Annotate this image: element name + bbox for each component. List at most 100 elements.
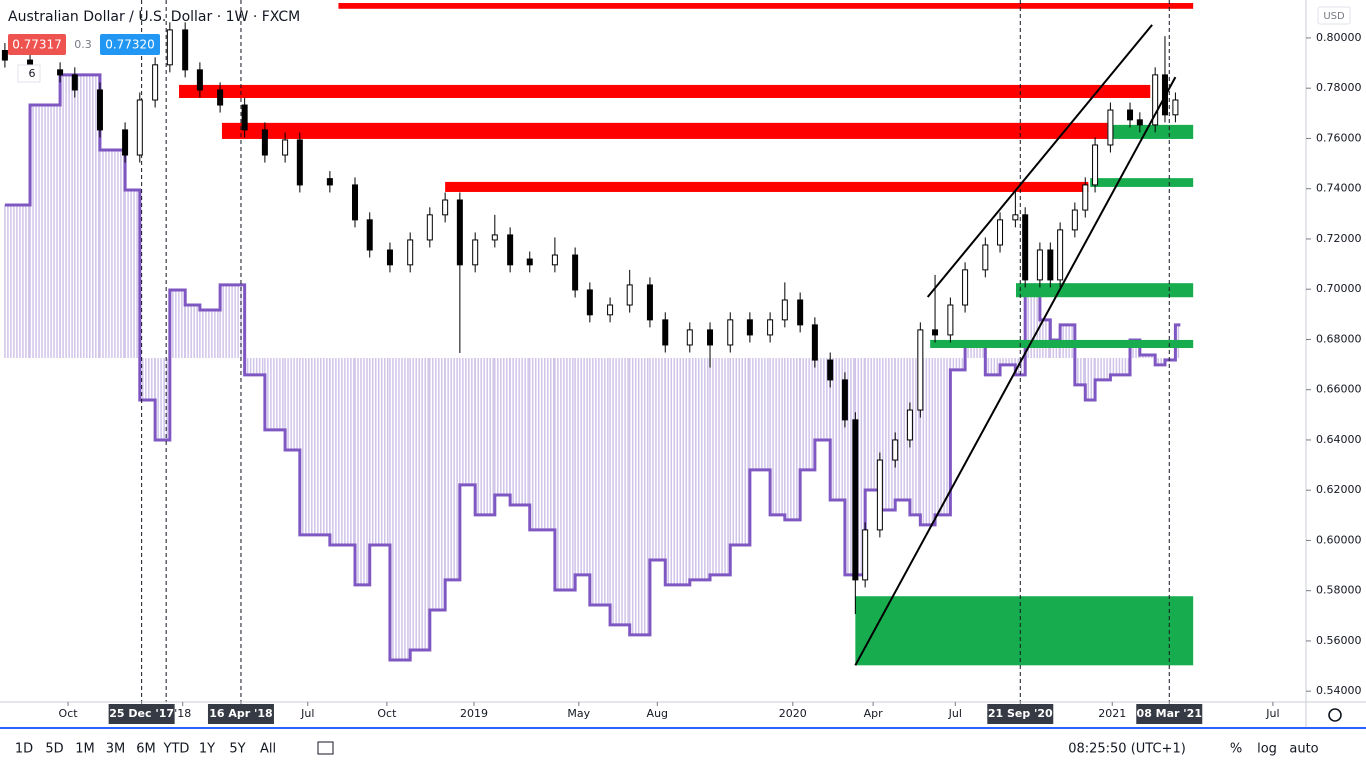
candle-body <box>96 89 103 131</box>
indicator-count: 6 <box>29 67 36 80</box>
candle-body <box>1082 184 1089 211</box>
candle-body <box>841 379 848 421</box>
candle-body <box>746 319 753 336</box>
candle-body <box>586 289 593 316</box>
x-tick-label: 08 Mar '21 <box>1137 707 1202 720</box>
x-tick-label: '18 <box>174 707 191 720</box>
candle-body <box>366 219 373 251</box>
candle-body <box>707 329 714 346</box>
candle-body <box>1107 109 1114 146</box>
candle-body <box>906 409 913 441</box>
bid-box[interactable] <box>8 34 66 55</box>
x-tick-label: Aug <box>647 707 668 720</box>
percent-toggle[interactable]: % <box>1230 742 1242 757</box>
x-label-highlight <box>1136 704 1203 724</box>
candle-body <box>1152 74 1159 126</box>
candle-body <box>1047 249 1054 281</box>
x-tick-label: Oct <box>377 707 397 720</box>
candle-body <box>862 529 869 581</box>
y-tick-label: 0.78000 <box>1316 81 1362 94</box>
range-button[interactable]: 5D <box>45 742 63 757</box>
ask-box[interactable] <box>100 34 160 55</box>
range-button[interactable]: YTD <box>163 742 190 757</box>
x-tick-label: Oct <box>59 707 79 720</box>
candle-body <box>962 269 969 306</box>
x-tick-label: 16 Apr '18 <box>209 707 272 720</box>
candle-body <box>122 129 129 156</box>
x-label-highlight <box>108 704 175 724</box>
range-button[interactable]: 1D <box>15 742 33 757</box>
candle-body <box>827 359 834 381</box>
zone <box>221 122 1108 139</box>
indicator-line <box>4 73 1181 662</box>
zone <box>855 596 1194 666</box>
currency-box[interactable] <box>1317 6 1351 25</box>
candle-body <box>1036 249 1043 281</box>
zone <box>179 84 1151 98</box>
candle-body <box>797 299 804 326</box>
candle-body <box>767 319 774 336</box>
range-button[interactable]: 5Y <box>229 742 245 757</box>
candle-body <box>686 329 693 346</box>
indicator-count-box[interactable] <box>17 64 41 83</box>
candle-body <box>607 304 614 316</box>
y-tick-label: 0.60000 <box>1316 533 1362 546</box>
range-button[interactable]: 1Y <box>199 742 215 757</box>
candle-body <box>662 319 669 346</box>
candle-body <box>442 199 449 216</box>
x-tick-label: Jul <box>948 707 962 720</box>
range-button[interactable]: 1M <box>75 742 95 757</box>
trendline <box>926 24 1153 298</box>
y-tick-label: 0.66000 <box>1316 383 1362 396</box>
candle-body <box>407 239 414 266</box>
candle-body <box>166 29 173 66</box>
spread: 0.3 <box>74 38 92 51</box>
range-button[interactable]: 6M <box>136 742 156 757</box>
candle-body <box>282 139 289 156</box>
zone <box>445 181 1089 192</box>
x-tick-label: Jul <box>1265 707 1279 720</box>
y-tick-label: 0.64000 <box>1316 433 1362 446</box>
candle-body <box>152 64 159 101</box>
x-label-highlight <box>207 704 274 724</box>
candle-body <box>386 249 393 266</box>
candle-body <box>71 74 78 91</box>
candle-body <box>876 459 883 531</box>
y-tick-label: 0.70000 <box>1316 282 1362 295</box>
x-tick-label: 25 Dec '17 <box>109 707 174 720</box>
x-label-highlight <box>987 704 1054 724</box>
candle-body <box>507 234 514 266</box>
symbol-title: Australian Dollar / U.S. Dollar · 1W · F… <box>8 9 300 25</box>
candle-body <box>781 299 788 321</box>
zone <box>338 3 1194 9</box>
currency: USD <box>1323 11 1345 22</box>
candle-body <box>261 129 268 156</box>
candle-body <box>727 319 734 346</box>
auto-toggle[interactable]: auto <box>1289 742 1318 757</box>
ask-price: 0.77320 <box>105 38 155 52</box>
trendline <box>854 76 1177 666</box>
settings-icon[interactable] <box>1328 708 1342 722</box>
candle-body <box>811 324 818 361</box>
x-tick-label: Apr <box>864 707 884 720</box>
x-tick-label: Jul <box>300 707 314 720</box>
zone <box>930 339 1194 348</box>
range-button[interactable]: 3M <box>106 742 126 757</box>
y-tick-label: 0.58000 <box>1316 584 1362 597</box>
x-tick-label: 2020 <box>779 707 807 720</box>
candle-body <box>1057 229 1064 281</box>
candle-body <box>551 254 558 266</box>
candle-body <box>326 178 333 186</box>
range-button[interactable]: All <box>260 742 276 757</box>
zone <box>1110 124 1194 139</box>
compare-icon[interactable] <box>317 741 334 755</box>
candle-body <box>947 304 954 336</box>
candle-body <box>1 50 8 61</box>
x-tick-label: May <box>567 707 590 720</box>
candle-body <box>57 69 64 76</box>
candle-body <box>296 139 303 186</box>
candle-body <box>1136 119 1143 126</box>
x-tick-label: 2021 <box>1098 707 1126 720</box>
log-toggle[interactable]: log <box>1257 742 1277 757</box>
